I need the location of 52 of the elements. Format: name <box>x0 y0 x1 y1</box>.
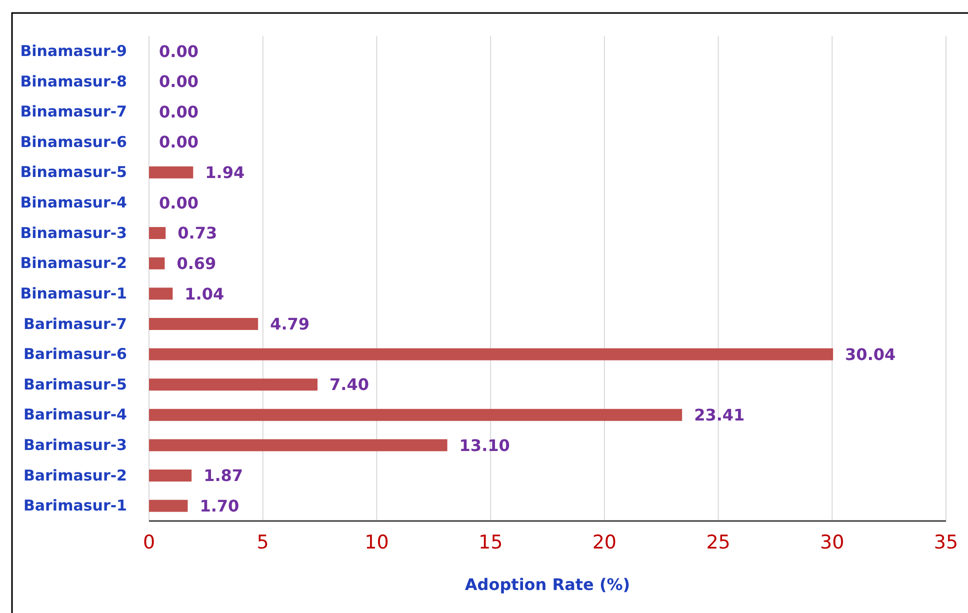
data-label: 0.00 <box>159 132 198 152</box>
bar <box>149 257 165 270</box>
x-tick-label: 5 <box>256 531 269 554</box>
x-tick-label: 35 <box>934 531 958 554</box>
data-label: 1.87 <box>204 466 244 486</box>
x-tick-label: 25 <box>706 531 730 554</box>
data-label: 0.00 <box>159 72 198 92</box>
y-tick-label: Binamasur-6 <box>20 132 127 151</box>
data-label: 1.70 <box>200 496 240 516</box>
y-tick-label: Binamasur-3 <box>20 224 127 242</box>
data-label: 0.00 <box>159 193 198 212</box>
bar <box>149 318 258 330</box>
data-label: 0.00 <box>159 102 198 122</box>
y-tick-label: Barimasur-5 <box>23 375 127 394</box>
data-label: 30.04 <box>845 344 896 364</box>
y-tick-label: Barimasur-7 <box>23 314 127 333</box>
y-tick-label: Binamasur-1 <box>20 284 127 302</box>
data-label: 0.69 <box>176 254 216 273</box>
y-tick-label: Barimasur-2 <box>23 466 127 484</box>
data-label: 23.41 <box>694 406 745 425</box>
data-label: 1.04 <box>184 284 224 304</box>
data-label: 1.94 <box>205 163 245 182</box>
bar <box>149 348 834 360</box>
y-tick-label: Binamasur-4 <box>20 194 127 212</box>
y-tick-label: Barimasur-3 <box>23 436 127 454</box>
y-tick-label: Binamasur-8 <box>20 72 127 90</box>
y-tick-label: Barimasur-1 <box>23 496 127 515</box>
y-tick-label: Barimasur-4 <box>23 406 127 424</box>
bar <box>149 408 682 421</box>
y-tick-label: Binamasur-2 <box>20 254 127 272</box>
data-label: 0.73 <box>178 224 218 243</box>
bar <box>149 500 188 512</box>
x-tick-label: 15 <box>478 531 503 554</box>
bar <box>149 288 173 300</box>
x-axis-title: Adoption Rate (%) <box>464 575 630 594</box>
x-tick-label: 0 <box>142 531 156 554</box>
bar <box>149 227 166 240</box>
data-label: 0.00 <box>159 42 198 61</box>
data-label: 4.79 <box>270 314 310 334</box>
bar <box>149 378 318 391</box>
y-tick-label: Binamasur-7 <box>20 102 127 121</box>
x-tick-label: 30 <box>820 531 844 554</box>
bar <box>149 439 448 452</box>
bar <box>149 470 192 482</box>
bar <box>149 166 194 178</box>
y-tick-label: Binamasur-5 <box>20 163 127 182</box>
data-label: 13.10 <box>459 436 510 455</box>
data-label: 7.40 <box>330 375 369 394</box>
x-tick-label: 20 <box>592 531 617 554</box>
y-tick-label: Binamasur-9 <box>20 42 127 60</box>
y-tick-label: Barimasur-6 <box>23 345 127 364</box>
x-tick-label: 10 <box>364 531 389 554</box>
